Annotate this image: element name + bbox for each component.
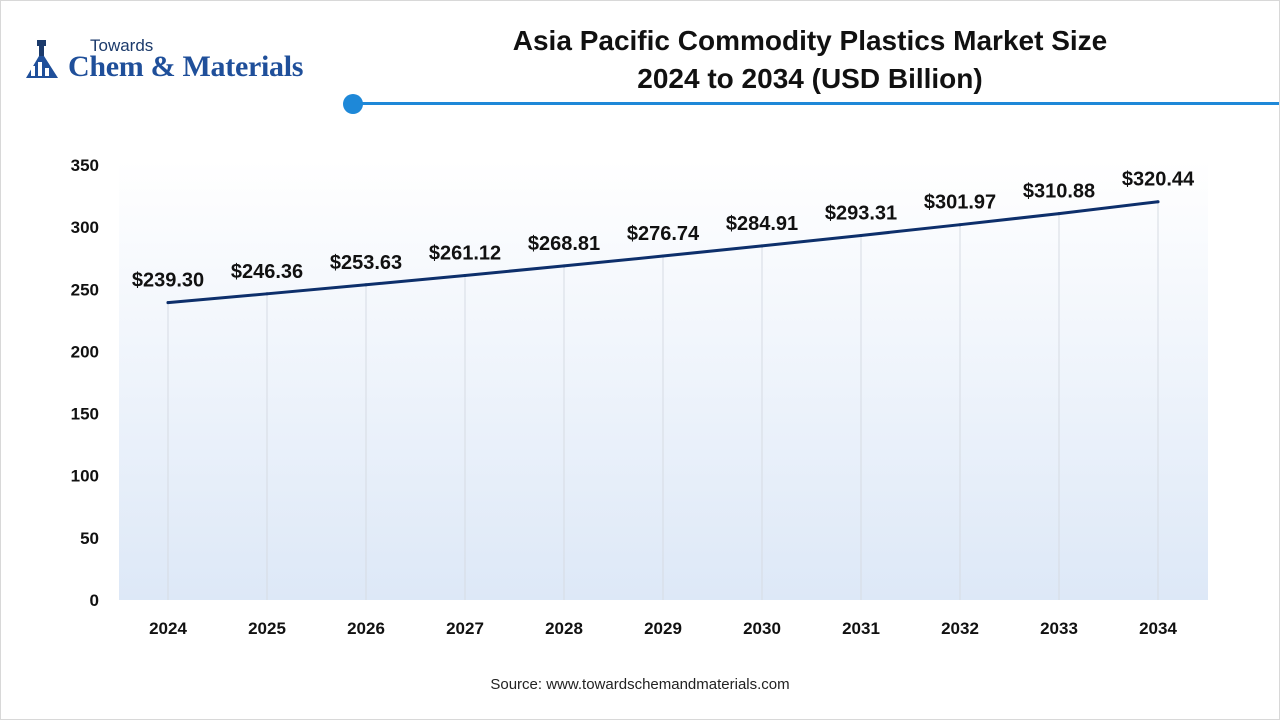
- data-label-2027: $261.12: [429, 242, 501, 264]
- data-point-2028: [562, 264, 566, 268]
- data-point-2029: [661, 254, 665, 258]
- x-tick-label: 2031: [842, 619, 880, 638]
- x-tick-label: 2027: [446, 619, 484, 638]
- x-tick-label: 2029: [644, 619, 682, 638]
- brand-name-small: Towards: [90, 36, 154, 55]
- data-label-2025: $246.36: [231, 261, 303, 283]
- x-tick-label: 2028: [545, 619, 583, 638]
- source-text: Source: www.towardschemandmaterials.com: [490, 676, 790, 693]
- data-label-2028: $268.81: [528, 233, 600, 255]
- x-tick-label: 2033: [1040, 619, 1078, 638]
- divider-dot: [343, 94, 363, 114]
- x-tick-label: 2034: [1139, 619, 1177, 638]
- data-point-2032: [958, 223, 962, 227]
- data-label-2034: $320.44: [1122, 169, 1195, 191]
- y-tick-label: 350: [71, 156, 99, 175]
- data-point-2034: [1156, 200, 1160, 204]
- data-point-2033: [1057, 212, 1061, 216]
- chart-title: Asia Pacific Commodity Plastics Market S…: [512, 25, 1108, 56]
- data-point-2030: [760, 244, 764, 248]
- data-point-2031: [859, 233, 863, 237]
- data-label-2032: $301.97: [924, 192, 996, 214]
- y-tick-label: 200: [71, 342, 99, 361]
- data-label-2033: $310.88: [1023, 181, 1095, 203]
- brand-logo: Towards Chem & Materials: [22, 34, 342, 90]
- y-tick-label: 50: [80, 529, 99, 548]
- data-label-2029: $276.74: [627, 223, 700, 245]
- data-label-2024: $239.30: [132, 270, 204, 292]
- x-tick-label: 2026: [347, 619, 385, 638]
- data-label-2030: $284.91: [726, 213, 798, 235]
- y-tick-label: 100: [71, 467, 99, 486]
- x-tick-label: 2025: [248, 619, 286, 638]
- x-tick-label: 2024: [149, 619, 187, 638]
- y-tick-label: 150: [71, 405, 99, 424]
- data-label-2026: $253.63: [330, 252, 402, 274]
- y-tick-label: 250: [71, 280, 99, 299]
- data-point-2026: [364, 283, 368, 287]
- x-tick-label: 2032: [941, 619, 979, 638]
- data-label-2031: $293.31: [825, 202, 897, 224]
- data-point-2025: [265, 292, 269, 296]
- y-tick-label: 300: [71, 218, 99, 237]
- flask-chart-icon: [26, 40, 58, 78]
- divider-line: [360, 102, 1280, 105]
- brand-name-large: Chem & Materials: [68, 50, 304, 83]
- chart-title-block: Asia Pacific Commodity Plastics Market S…: [380, 22, 1240, 98]
- data-point-2027: [463, 273, 467, 277]
- x-tick-label: 2030: [743, 619, 781, 638]
- y-tick-label: 0: [90, 591, 99, 610]
- data-point-2024: [166, 301, 170, 305]
- chart-subtitle: 2024 to 2034 (USD Billion): [637, 63, 983, 94]
